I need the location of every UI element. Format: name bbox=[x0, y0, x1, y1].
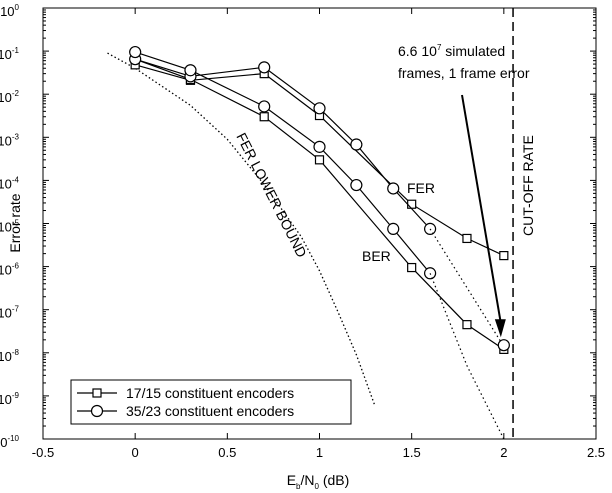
legend-label-circle: 35/23 constituent encoders bbox=[126, 403, 294, 419]
legend-box bbox=[70, 379, 352, 425]
fer-lower-bound bbox=[107, 52, 376, 406]
x-tick-label: 2 bbox=[500, 445, 507, 460]
y-tick-label: 100 bbox=[0, 3, 19, 19]
y-tick-label: 10-5 bbox=[0, 219, 20, 235]
square-marker bbox=[259, 112, 269, 122]
series-2-extrapolation bbox=[429, 228, 505, 347]
y-tick-label: 10-9 bbox=[0, 391, 20, 407]
x-tick-label: 2.5 bbox=[587, 445, 605, 460]
circle-marker bbox=[313, 102, 326, 115]
x-tick-label: 1.5 bbox=[403, 445, 421, 460]
circle-marker bbox=[258, 100, 271, 113]
x-axis-label: Eb/N0 (dB) bbox=[287, 472, 350, 491]
arrow-shaft bbox=[461, 94, 502, 324]
circle-marker bbox=[387, 182, 400, 195]
arrow-head bbox=[494, 319, 506, 338]
y-tick-label: 10-8 bbox=[0, 348, 20, 364]
legend-label-square: 17/15 constituent encoders bbox=[126, 385, 294, 401]
circle-marker bbox=[184, 64, 197, 77]
circle-marker bbox=[424, 267, 437, 280]
lower-bound-label: FER LOWER BOUND bbox=[233, 130, 310, 260]
x-axis-ticks: -0.5 0 0.5 1 1.5 2 2.5 bbox=[32, 8, 605, 460]
circle-marker bbox=[350, 138, 363, 151]
circle-marker bbox=[313, 140, 326, 153]
annotation-note-line1: 6.6 107 simulated bbox=[398, 43, 505, 59]
ber-curve-label: BER bbox=[362, 248, 391, 264]
x-tick-label: 1 bbox=[316, 445, 323, 460]
circle-marker bbox=[387, 222, 400, 235]
y-tick-label: 10-10 bbox=[0, 434, 20, 450]
y-tick-label: 10-7 bbox=[0, 305, 20, 321]
y-tick-label: 10-4 bbox=[0, 175, 20, 191]
circle-marker bbox=[258, 61, 271, 74]
y-tick-label: 10-2 bbox=[0, 89, 20, 105]
square-marker bbox=[407, 199, 417, 209]
circle-marker bbox=[424, 222, 437, 235]
lower-bound-curve bbox=[107, 52, 376, 406]
final-circle-marker bbox=[497, 339, 510, 352]
y-tick-label: 10-1 bbox=[0, 46, 20, 62]
legend-marker-square bbox=[92, 388, 102, 398]
square-marker bbox=[407, 262, 417, 273]
y-tick-label: 10-6 bbox=[0, 262, 20, 278]
series-group bbox=[129, 45, 510, 440]
square-marker bbox=[462, 320, 472, 330]
legend-marker-circle bbox=[90, 404, 104, 418]
annotation-note-line2: frames, 1 frame error bbox=[398, 65, 530, 81]
x-tick-label: -0.5 bbox=[32, 445, 54, 460]
x-tick-label: 0.5 bbox=[218, 445, 236, 460]
y-tick-label: 10-3 bbox=[0, 132, 20, 148]
legend: 17/15 constituent encoders 35/23 constit… bbox=[70, 379, 352, 425]
circle-marker bbox=[129, 45, 142, 59]
cutoff-label: CUT-OFF RATE bbox=[520, 135, 536, 236]
series-2-extrapolation bbox=[429, 273, 505, 440]
square-marker bbox=[314, 155, 325, 165]
y-axis-label: Error rate bbox=[7, 193, 23, 252]
y-axis-ticks: 100 10-1 10-2 10-3 10-4 10-5 10-6 10-7 10-8 10-9 1… bbox=[0, 3, 596, 450]
circle-marker bbox=[350, 178, 363, 192]
fer-curve-label: FER bbox=[407, 180, 435, 196]
square-marker bbox=[462, 233, 472, 244]
square-marker bbox=[499, 250, 509, 261]
x-tick-label: 0 bbox=[132, 445, 139, 460]
annotation-arrow bbox=[461, 94, 506, 338]
series-2-ber-line bbox=[135, 51, 431, 274]
